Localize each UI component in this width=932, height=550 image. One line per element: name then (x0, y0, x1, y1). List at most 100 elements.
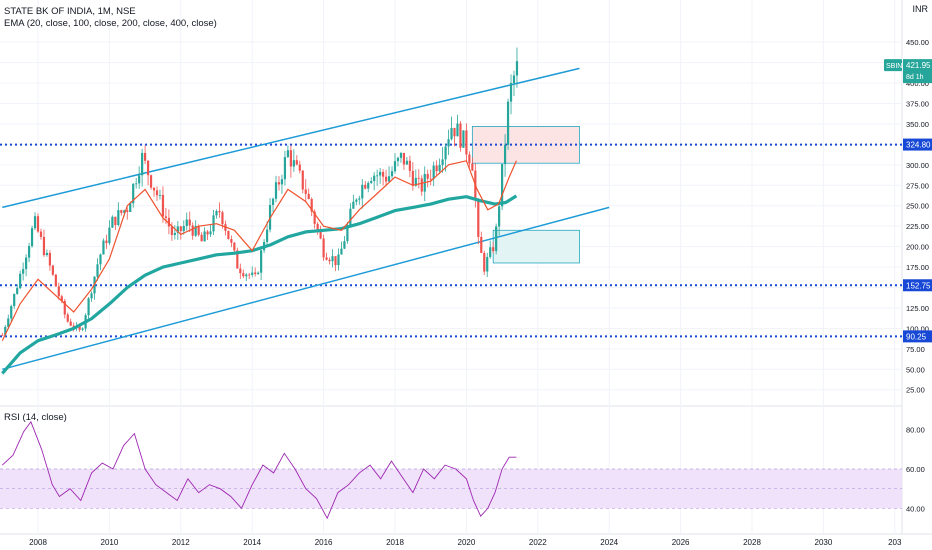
candle-up (352, 201, 355, 209)
candle-up (4, 326, 7, 336)
candle-down (304, 189, 307, 194)
candle-down (477, 200, 480, 237)
candle-down (152, 187, 156, 191)
candle-up (271, 198, 275, 205)
symbol-tag (884, 59, 902, 72)
candle-down (227, 230, 230, 240)
time-tick-label: 2024 (600, 538, 618, 547)
candle-down (164, 216, 168, 218)
candle-up (387, 176, 391, 182)
candle-down (319, 229, 322, 239)
price-tick-label: 350.00 (906, 120, 929, 129)
candle-up (265, 229, 269, 243)
candle-up (343, 241, 346, 249)
rsi-indicator-label[interactable]: RSI (14, close) (4, 412, 67, 423)
candle-up (45, 252, 49, 256)
candle-up (99, 254, 102, 265)
candle-up (173, 232, 176, 235)
candle-down (126, 210, 129, 212)
channel-lines[interactable] (2, 67, 610, 371)
candle-up (215, 210, 218, 216)
candle-down (328, 259, 331, 262)
candle-up (390, 171, 394, 177)
candle-down (120, 210, 123, 213)
candle-down (114, 216, 117, 226)
candle-down (170, 226, 173, 235)
candle-down (144, 153, 147, 161)
rsi-tick-label: 60.00 (906, 465, 925, 474)
candle-down (105, 240, 108, 244)
level-tag-label: 90.25 (906, 332, 927, 341)
ema-100-line (1, 194, 518, 375)
time-tick-label: 2014 (243, 538, 261, 547)
candle-up (515, 61, 519, 76)
candle-down (218, 210, 221, 213)
candle-up (486, 256, 489, 272)
candle-up (355, 199, 358, 202)
time-axis[interactable]: 2008 2010 2012 2014 2016 2018 2020 2022 2024 2026… (29, 538, 902, 547)
candle-up (444, 146, 447, 160)
candle-up (81, 328, 84, 330)
price-axis[interactable]: 450.00425.00400.00375.00350.00325.00300.… (906, 38, 929, 513)
time-tick-label: 2008 (29, 538, 47, 547)
candle-up (33, 216, 37, 229)
candle-down (233, 242, 236, 251)
candle-up (245, 274, 248, 277)
candle-down (54, 274, 57, 287)
candle-down (66, 314, 69, 322)
candle-down (42, 236, 46, 256)
candle-down (483, 252, 486, 272)
candle-up (346, 225, 349, 242)
candle-up (194, 225, 197, 236)
candle-up (13, 293, 16, 307)
horizontal-levels[interactable] (0, 143, 902, 338)
candle-down (322, 238, 325, 258)
candle-up (292, 160, 295, 167)
time-tick-label: 2012 (172, 538, 190, 547)
candle-up (495, 226, 498, 252)
price-tick-label: 450.00 (906, 38, 929, 47)
candle-up (441, 159, 444, 165)
candle-up (10, 306, 13, 319)
candle-down (39, 231, 43, 237)
symbol-title[interactable]: STATE BK OF INDIA, 1M, NSE (4, 6, 136, 17)
candle-up (509, 83, 513, 102)
candle-up (87, 298, 90, 316)
candle-up (111, 216, 114, 228)
candle-up (280, 179, 284, 185)
currency-label: INR (912, 4, 929, 14)
candle-up (7, 318, 10, 327)
channel-trendline (2, 67, 580, 209)
candle-down (289, 150, 292, 167)
candle-up (251, 272, 254, 275)
time-tick-label: 2018 (386, 538, 404, 547)
time-tick-label: 2022 (529, 538, 547, 547)
candle-down (197, 225, 200, 235)
candle-down (69, 321, 72, 326)
candle-down (307, 193, 310, 199)
level-tag-label: 324.80 (906, 141, 931, 150)
ema-indicator-label[interactable]: EMA (20, close, 100, close, 200, close, … (4, 18, 217, 29)
candle-up (30, 228, 34, 247)
candle-up (135, 183, 138, 185)
time-tick-label: 2020 (458, 538, 476, 547)
candle-down (417, 177, 420, 179)
candle-up (283, 157, 287, 180)
channel-trendline (2, 206, 610, 371)
candle-down (364, 184, 367, 189)
candle-down (239, 268, 242, 274)
candle-down (402, 152, 406, 165)
level-tag-label: 152.75 (906, 281, 931, 290)
level-tag (903, 330, 932, 343)
candle-up (132, 183, 135, 204)
candle-up (19, 273, 22, 289)
candle-down (188, 219, 191, 226)
candle-up (138, 175, 141, 184)
candle-up (123, 210, 126, 213)
candle-up (379, 171, 382, 176)
candle-down (200, 234, 203, 242)
candle-down (254, 272, 257, 275)
candle-down (429, 178, 432, 180)
candle-down (78, 325, 81, 330)
